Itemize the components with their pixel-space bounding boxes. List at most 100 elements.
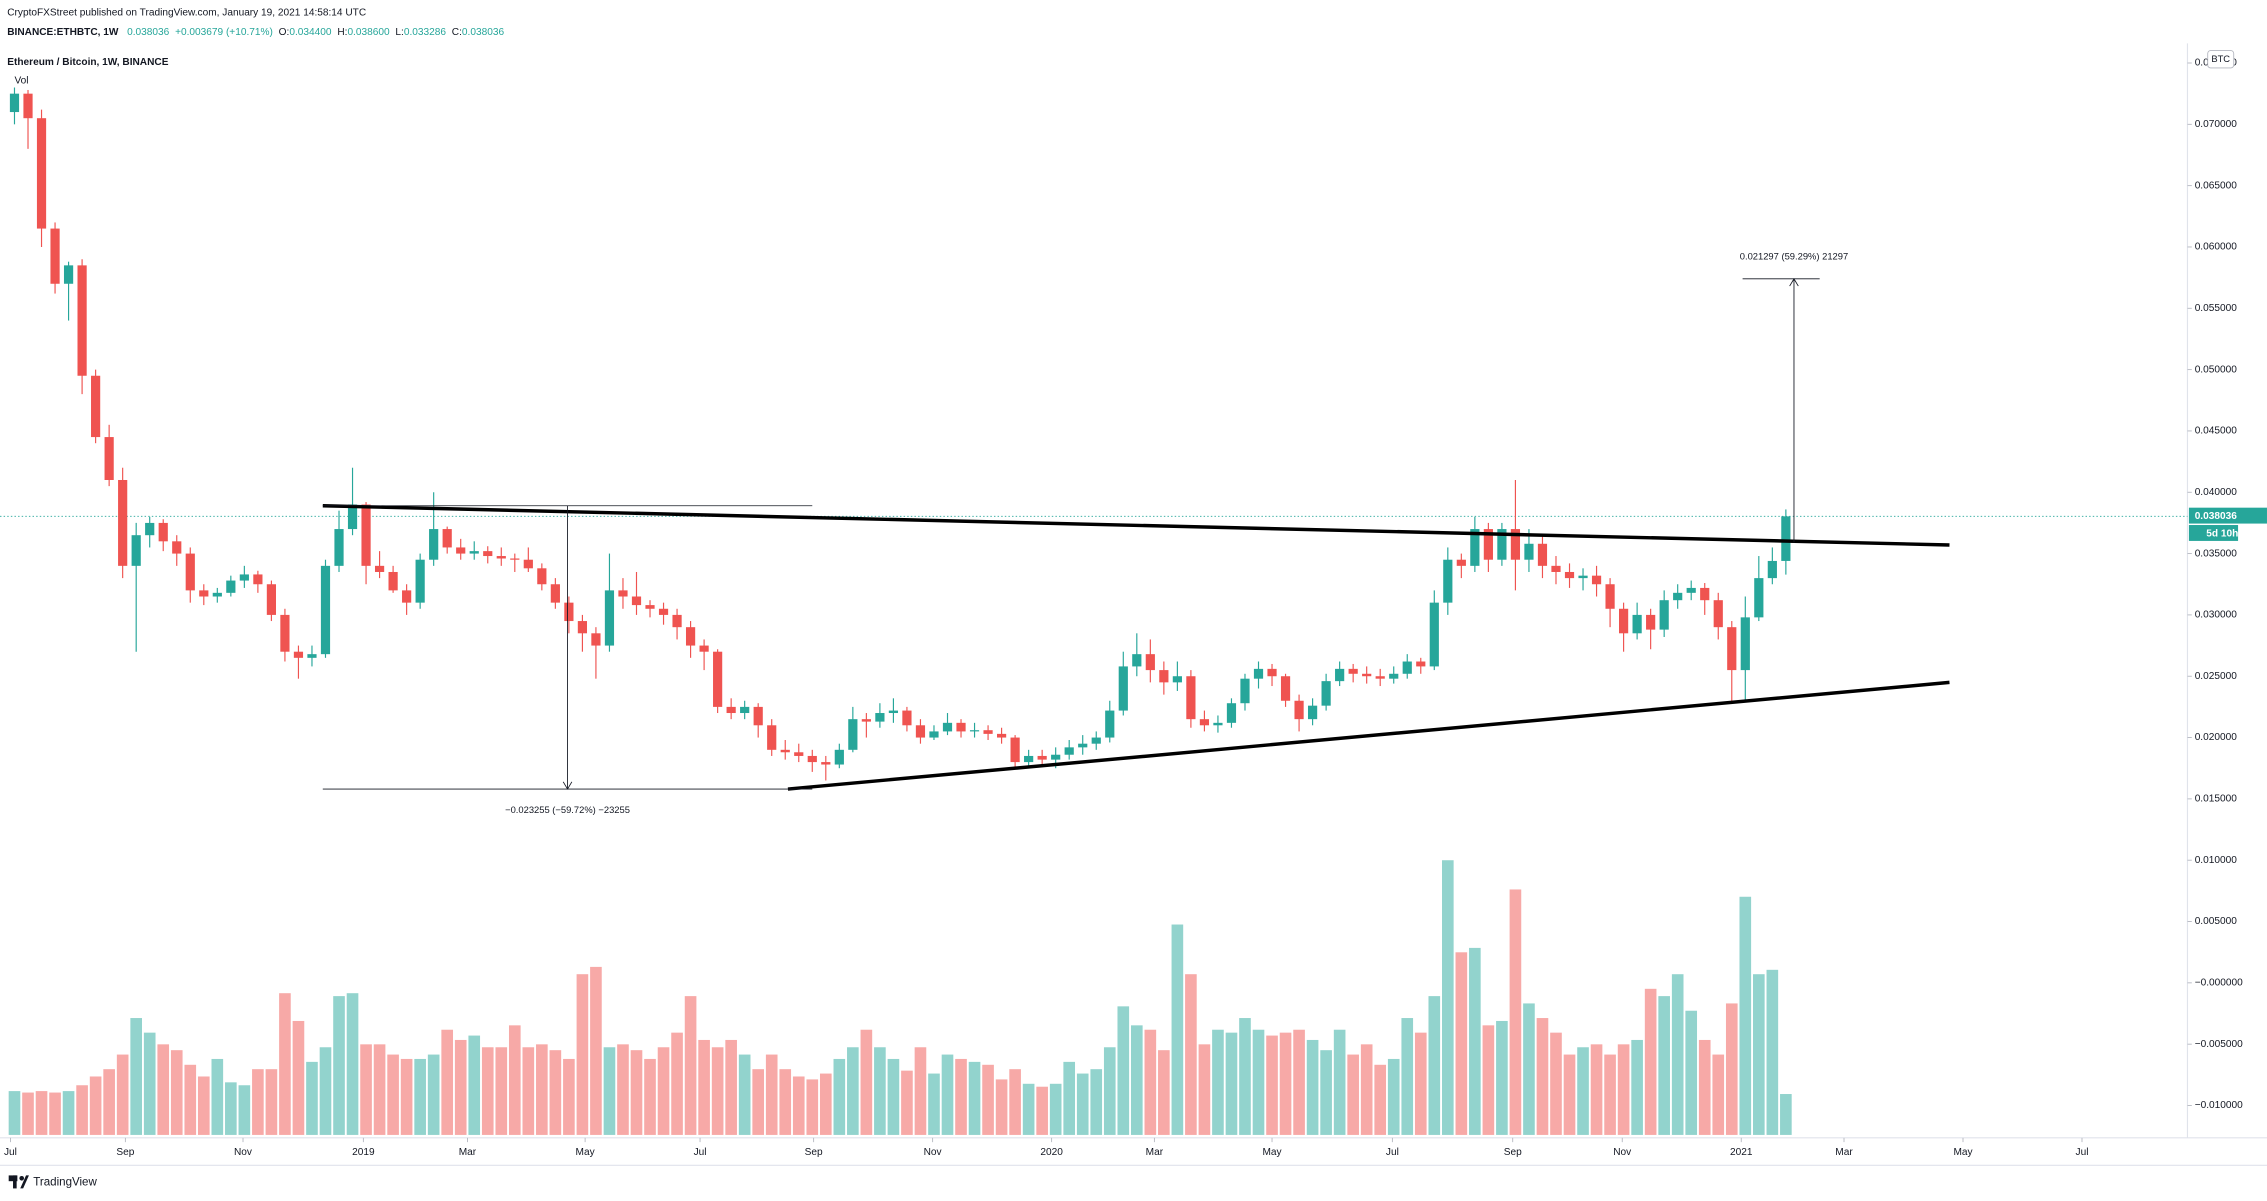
volume-bar xyxy=(1049,1083,1062,1135)
volume-bar xyxy=(333,996,345,1135)
volume-bar xyxy=(576,974,589,1135)
ohlc-value: 0.038036 xyxy=(462,26,505,37)
volume-bar xyxy=(1496,1020,1508,1135)
candle-body xyxy=(1646,614,1656,630)
candle-body xyxy=(1172,676,1182,683)
volume-bar xyxy=(400,1058,413,1135)
volume-bar xyxy=(1090,1069,1103,1135)
volume-bar xyxy=(1009,1069,1021,1135)
volume-bar xyxy=(765,1054,778,1135)
measure-arrowhead xyxy=(562,781,573,790)
trendline xyxy=(322,504,1950,547)
volume-bar xyxy=(1279,1032,1292,1135)
last-price-label: 0.038036 xyxy=(2195,511,2238,522)
volume-bar xyxy=(684,996,697,1135)
symbol-line: BINANCE:ETHBTC, 1W 0.038036 +0.003679 (+10… xyxy=(7,26,504,37)
candle-body xyxy=(1673,592,1683,601)
candle-body xyxy=(848,719,858,750)
candle-body xyxy=(199,590,209,597)
volume-bar xyxy=(441,1029,454,1135)
candle-body xyxy=(1470,529,1480,566)
candle-body xyxy=(347,504,358,530)
volume-bar xyxy=(481,1047,494,1135)
candle-body xyxy=(753,706,763,726)
volume-bar xyxy=(522,1047,535,1135)
volume-bar xyxy=(779,1069,792,1135)
volume-bar xyxy=(982,1064,994,1135)
candle-body xyxy=(834,749,844,765)
measure-label: 0.021297 (59.29%) 21297 xyxy=(1740,251,1848,262)
volume-bar xyxy=(1577,1047,1589,1135)
y-tick-label: −0.000000 xyxy=(2195,978,2243,989)
candle-body xyxy=(36,118,47,229)
volume-bar xyxy=(549,1050,562,1135)
volume-bar xyxy=(860,1029,873,1135)
candle-body xyxy=(1294,700,1304,720)
volume-bar xyxy=(197,1076,210,1135)
candle-body xyxy=(1402,661,1412,674)
volume-bar xyxy=(1347,1054,1359,1135)
volume-bar xyxy=(1509,889,1522,1135)
volume-bar xyxy=(495,1047,508,1135)
y-tick-label: 0.035000 xyxy=(2195,548,2238,559)
volume-bar xyxy=(914,1047,927,1135)
candle-body xyxy=(415,559,425,603)
measure-label: −0.023255 (−59.72%) −23255 xyxy=(505,804,630,815)
y-tick-label: 0.065000 xyxy=(2195,180,2238,191)
ohlc-value: 0.038600 xyxy=(347,26,390,37)
volume-bar xyxy=(292,1020,305,1135)
candle-body xyxy=(1362,673,1372,677)
candle-body xyxy=(1321,681,1331,706)
candle-body xyxy=(510,558,520,560)
candle-body xyxy=(658,608,669,615)
x-tick-label: Sep xyxy=(1504,1147,1522,1158)
volume-bar xyxy=(1766,969,1779,1135)
volume-bar xyxy=(22,1092,34,1135)
candle-body xyxy=(699,645,709,652)
volume-bar xyxy=(373,1044,386,1135)
volume-bar xyxy=(1022,1083,1035,1135)
volume-bar xyxy=(874,1047,886,1135)
x-tick-label: May xyxy=(1953,1147,1973,1158)
candle-body xyxy=(1564,571,1575,579)
volume-bar xyxy=(1185,974,1197,1135)
candle-body xyxy=(1145,654,1155,671)
volume-bar xyxy=(1482,1025,1495,1135)
volume-bar xyxy=(130,1018,142,1135)
candle-body xyxy=(1524,543,1534,560)
volume-bar xyxy=(806,1079,819,1135)
volume-bar xyxy=(1698,1039,1711,1135)
candle-body xyxy=(456,547,466,554)
candle-body xyxy=(604,590,615,646)
candle-body xyxy=(685,627,696,646)
volume-bar xyxy=(1306,1039,1319,1135)
change: +0.003679 (+10.71%) xyxy=(175,26,273,37)
candle-body xyxy=(1375,676,1385,679)
candle-body xyxy=(429,529,439,560)
candle-body xyxy=(1781,516,1791,561)
candle-body xyxy=(91,375,101,438)
candle-body xyxy=(1443,559,1453,603)
candle-body xyxy=(1659,600,1669,630)
volume-bar xyxy=(346,993,359,1135)
volume-bar xyxy=(1198,1044,1211,1135)
candle-body xyxy=(1213,722,1223,726)
volume-bar xyxy=(1428,996,1441,1135)
candle-body xyxy=(1591,575,1602,585)
ohlc-label: H: xyxy=(337,26,347,37)
publisher: CryptoFXStreet published on TradingView.… xyxy=(7,8,366,19)
legend-volume: Vol xyxy=(14,76,28,87)
candle-body xyxy=(334,529,344,566)
volume-bar xyxy=(1753,974,1765,1135)
candle-body xyxy=(266,584,277,615)
x-tick-label: Jul xyxy=(2076,1147,2089,1158)
candle-body xyxy=(1551,565,1561,572)
volume-bar xyxy=(387,1054,399,1135)
volume-bar xyxy=(170,1050,183,1135)
volume-bar xyxy=(1455,952,1468,1135)
symbol: BINANCE:ETHBTC, 1W xyxy=(7,26,119,37)
candle-body xyxy=(1578,575,1588,579)
candle-body xyxy=(1700,587,1710,601)
candle-body xyxy=(1199,719,1210,726)
